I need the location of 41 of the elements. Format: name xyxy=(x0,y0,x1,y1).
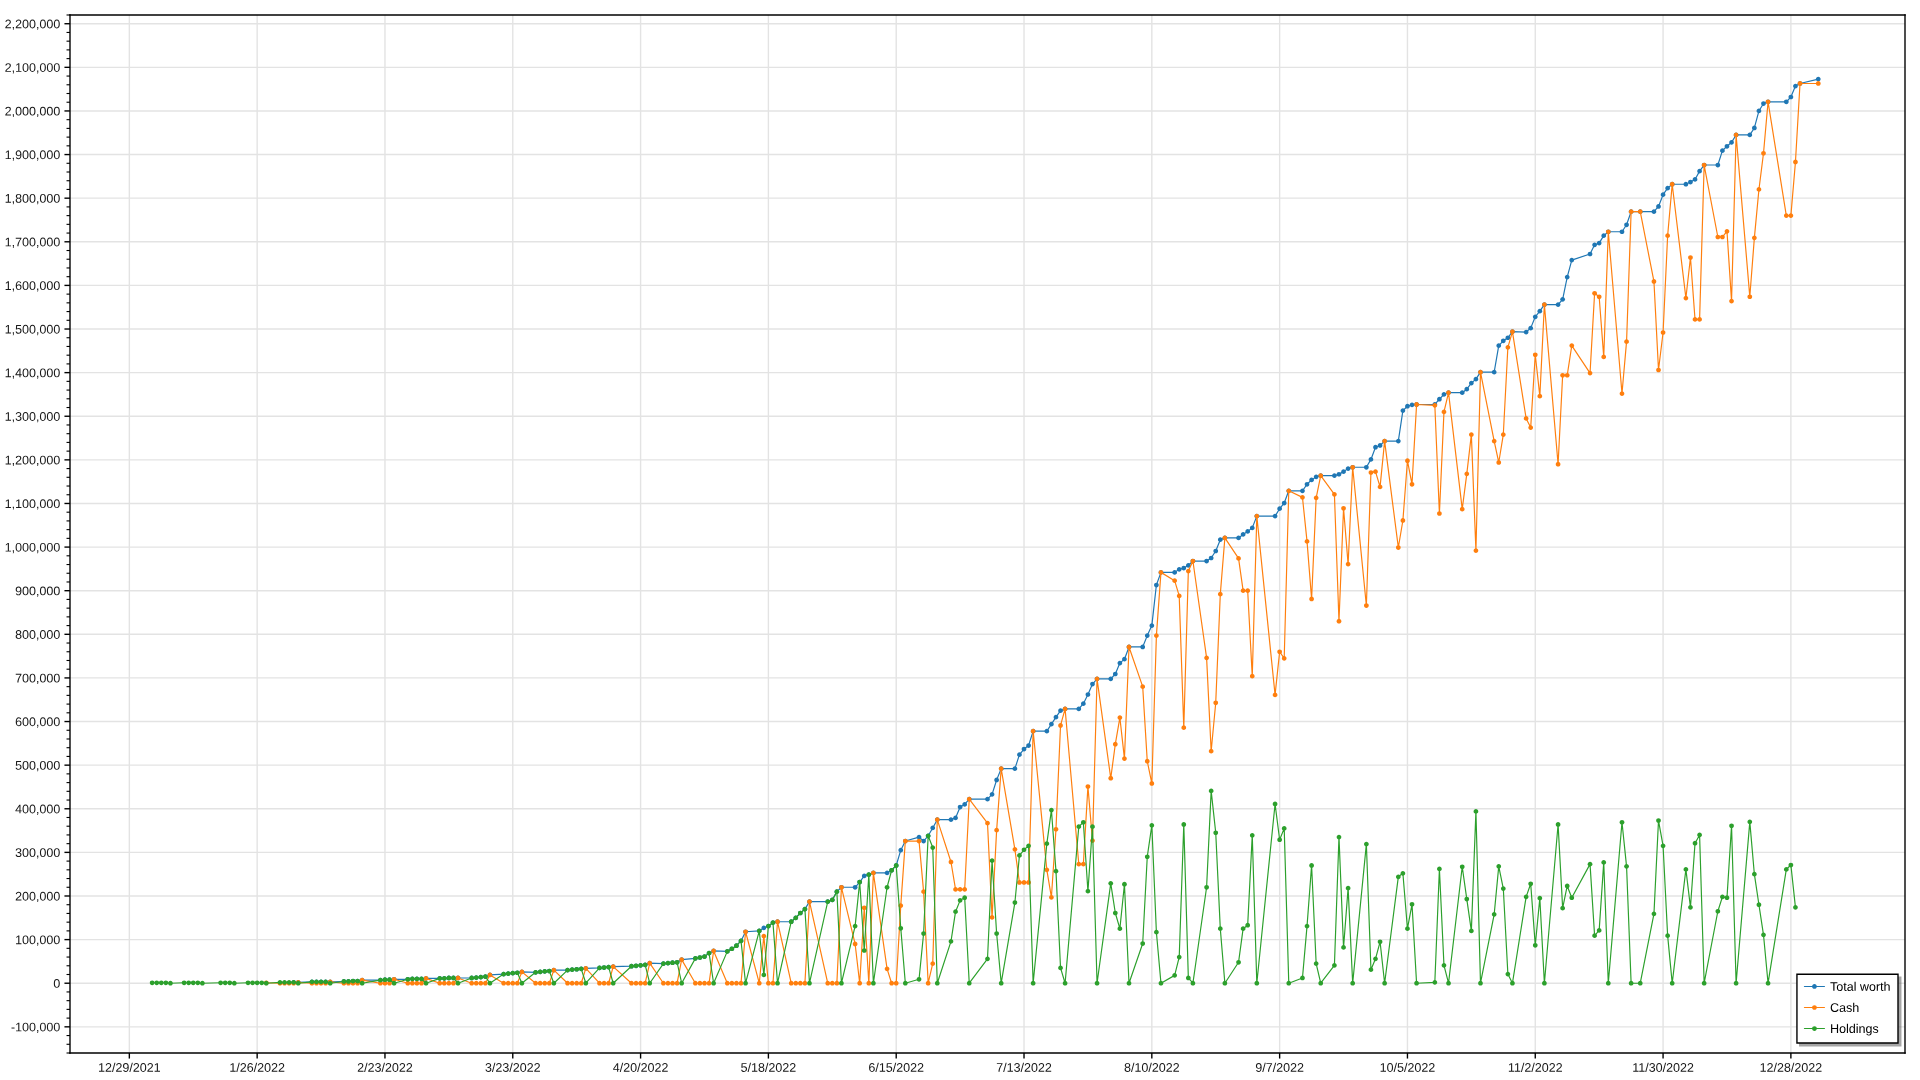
legend-label: Cash xyxy=(1830,1002,1859,1012)
y-tick-label: 1,700,000 xyxy=(5,237,60,248)
y-tick-label: 100,000 xyxy=(16,935,60,946)
x-tick-label: 12/29/2021 xyxy=(99,1062,161,1072)
x-tick-label: 2/23/2022 xyxy=(357,1062,413,1072)
y-tick-label: 500,000 xyxy=(15,760,60,772)
y-tick-label: 2,000,000 xyxy=(5,106,60,118)
y-tick-label: 1,900,000 xyxy=(5,150,60,161)
legend-label: Total worth xyxy=(1830,981,1890,991)
y-tick-label: 200,000 xyxy=(15,891,60,903)
y-tick-label: 1,600,000 xyxy=(5,281,60,292)
y-tick-label: 2,200,000 xyxy=(5,19,60,30)
y-tick-label: 0 xyxy=(53,979,60,988)
x-tick-label: 7/13/2022 xyxy=(996,1062,1052,1072)
y-tick-label: 1,400,000 xyxy=(5,368,60,379)
y-tick-label: 900,000 xyxy=(15,586,60,597)
y-tick-label: 600,000 xyxy=(15,717,60,728)
y-tick-label: 800,000 xyxy=(15,630,60,641)
y-tick-label: 1,500,000 xyxy=(5,324,60,336)
y-tick-label: -100,000 xyxy=(11,1022,60,1033)
y-tick-label: 1,200,000 xyxy=(5,455,60,466)
x-tick-label: 6/15/2022 xyxy=(869,1062,924,1072)
legend-label: Holdings xyxy=(1831,1023,1879,1036)
x-tick-label: 8/10/2022 xyxy=(1124,1062,1180,1072)
y-tick-label: 300,000 xyxy=(15,848,60,859)
y-tick-label: 1,000,000 xyxy=(5,542,60,554)
y-tick-label: 700,000 xyxy=(15,673,60,685)
y-tick-label: 400,000 xyxy=(15,804,60,815)
y-tick-label: 1,100,000 xyxy=(5,499,60,510)
y-tick-label: 1,300,000 xyxy=(5,412,60,423)
y-tick-label: 2,100,000 xyxy=(5,63,60,74)
x-tick-label: 3/23/2022 xyxy=(485,1062,540,1072)
x-tick-label: 9/7/2022 xyxy=(1255,1062,1304,1072)
x-tick-label: 11/2/2022 xyxy=(1508,1062,1562,1072)
x-tick-label: 10/5/2022 xyxy=(1380,1062,1435,1072)
y-tick-label: 1,800,000 xyxy=(5,193,60,205)
x-tick-label: 4/20/2022 xyxy=(613,1062,668,1072)
x-tick-label: 11/30/2022 xyxy=(1633,1062,1694,1072)
x-tick-label: 12/28/2022 xyxy=(1760,1062,1822,1072)
x-tick-label: 5/18/2022 xyxy=(741,1062,796,1072)
x-tick-label: 1/26/2022 xyxy=(230,1062,285,1072)
